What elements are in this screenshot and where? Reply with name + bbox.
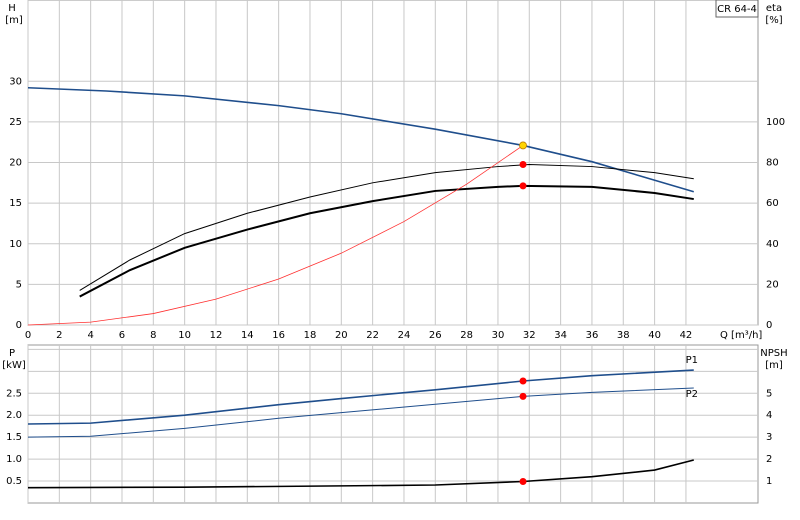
y2-axis-unit: [m] [765,360,783,371]
series-line [27,145,524,326]
x-tick-label: 42 [680,330,693,341]
x-tick-label: 32 [523,330,536,341]
y-tick-label: 15 [9,198,22,209]
y2-tick-label: 2 [766,454,772,465]
x-tick-label: 4 [87,330,93,341]
y-tick-label: 30 [9,76,22,87]
series-line [79,164,694,291]
series-label: P2 [686,389,698,400]
plot-area [27,344,759,504]
title-box [715,0,759,18]
series-line [27,459,694,489]
y-axis-unit: [m] [5,15,23,26]
y-axis-unit: [kW] [2,360,26,371]
x-tick-label: 12 [210,330,223,341]
x-tick-label: 14 [241,330,254,341]
y2-tick-label: 1 [766,476,772,487]
y2-tick-label: 100 [766,117,785,128]
x-tick-label: 22 [366,330,379,341]
duty-point [519,477,527,485]
y-tick-label: 1.0 [6,454,22,465]
x-tick-label: 34 [554,330,567,341]
x-axis-label: Q [m³/h] [720,330,762,341]
y-tick-label: 2.0 [6,410,22,421]
y2-tick-label: 80 [766,158,779,169]
y-tick-label: 0 [16,320,22,331]
x-tick-label: 24 [398,330,411,341]
x-tick-label: 18 [304,330,317,341]
series-line [79,184,694,298]
y-axis-label: H [8,3,16,14]
x-tick-label: 6 [119,330,125,341]
x-tick-label: 36 [586,330,599,341]
y2-axis-label: eta [766,3,782,14]
duty-point [519,392,527,400]
series-line [27,86,694,193]
y-tick-label: 10 [9,239,22,250]
y2-axis-unit: [%] [765,15,782,26]
series-line [27,369,694,425]
y2-tick-label: 5 [766,388,772,399]
y2-tick-label: 40 [766,239,779,250]
x-tick-label: 20 [335,330,348,341]
x-tick-label: 40 [648,330,661,341]
x-tick-label: 2 [56,330,62,341]
duty-point [519,161,527,169]
y-tick-label: 5 [16,279,22,290]
y2-tick-label: 60 [766,198,779,209]
x-tick-label: 30 [492,330,505,341]
y-tick-label: 20 [9,158,22,169]
y-tick-label: 25 [9,117,22,128]
x-tick-label: 26 [429,330,442,341]
duty-point [519,377,527,385]
duty-point [519,182,527,190]
series-label: P1 [686,355,698,366]
y-tick-label: 2.5 [6,388,22,399]
y-tick-label: 1.5 [6,432,22,443]
x-tick-label: 38 [617,330,630,341]
y2-tick-label: 4 [766,410,772,421]
x-tick-label: 0 [25,330,31,341]
y-tick-label: 0.5 [6,476,22,487]
x-tick-label: 10 [178,330,191,341]
y2-tick-label: 3 [766,432,772,443]
chart-title: CR 64-4 [717,4,757,15]
series-line [27,387,694,438]
y2-tick-label: 0 [766,320,772,331]
y2-tick-label: 20 [766,279,779,290]
duty-point [519,141,527,150]
x-tick-label: 16 [272,330,285,341]
y2-axis-label: NPSH [760,348,787,359]
x-tick-label: 8 [150,330,156,341]
y-axis-label: P [9,348,15,359]
x-tick-label: 28 [460,330,473,341]
